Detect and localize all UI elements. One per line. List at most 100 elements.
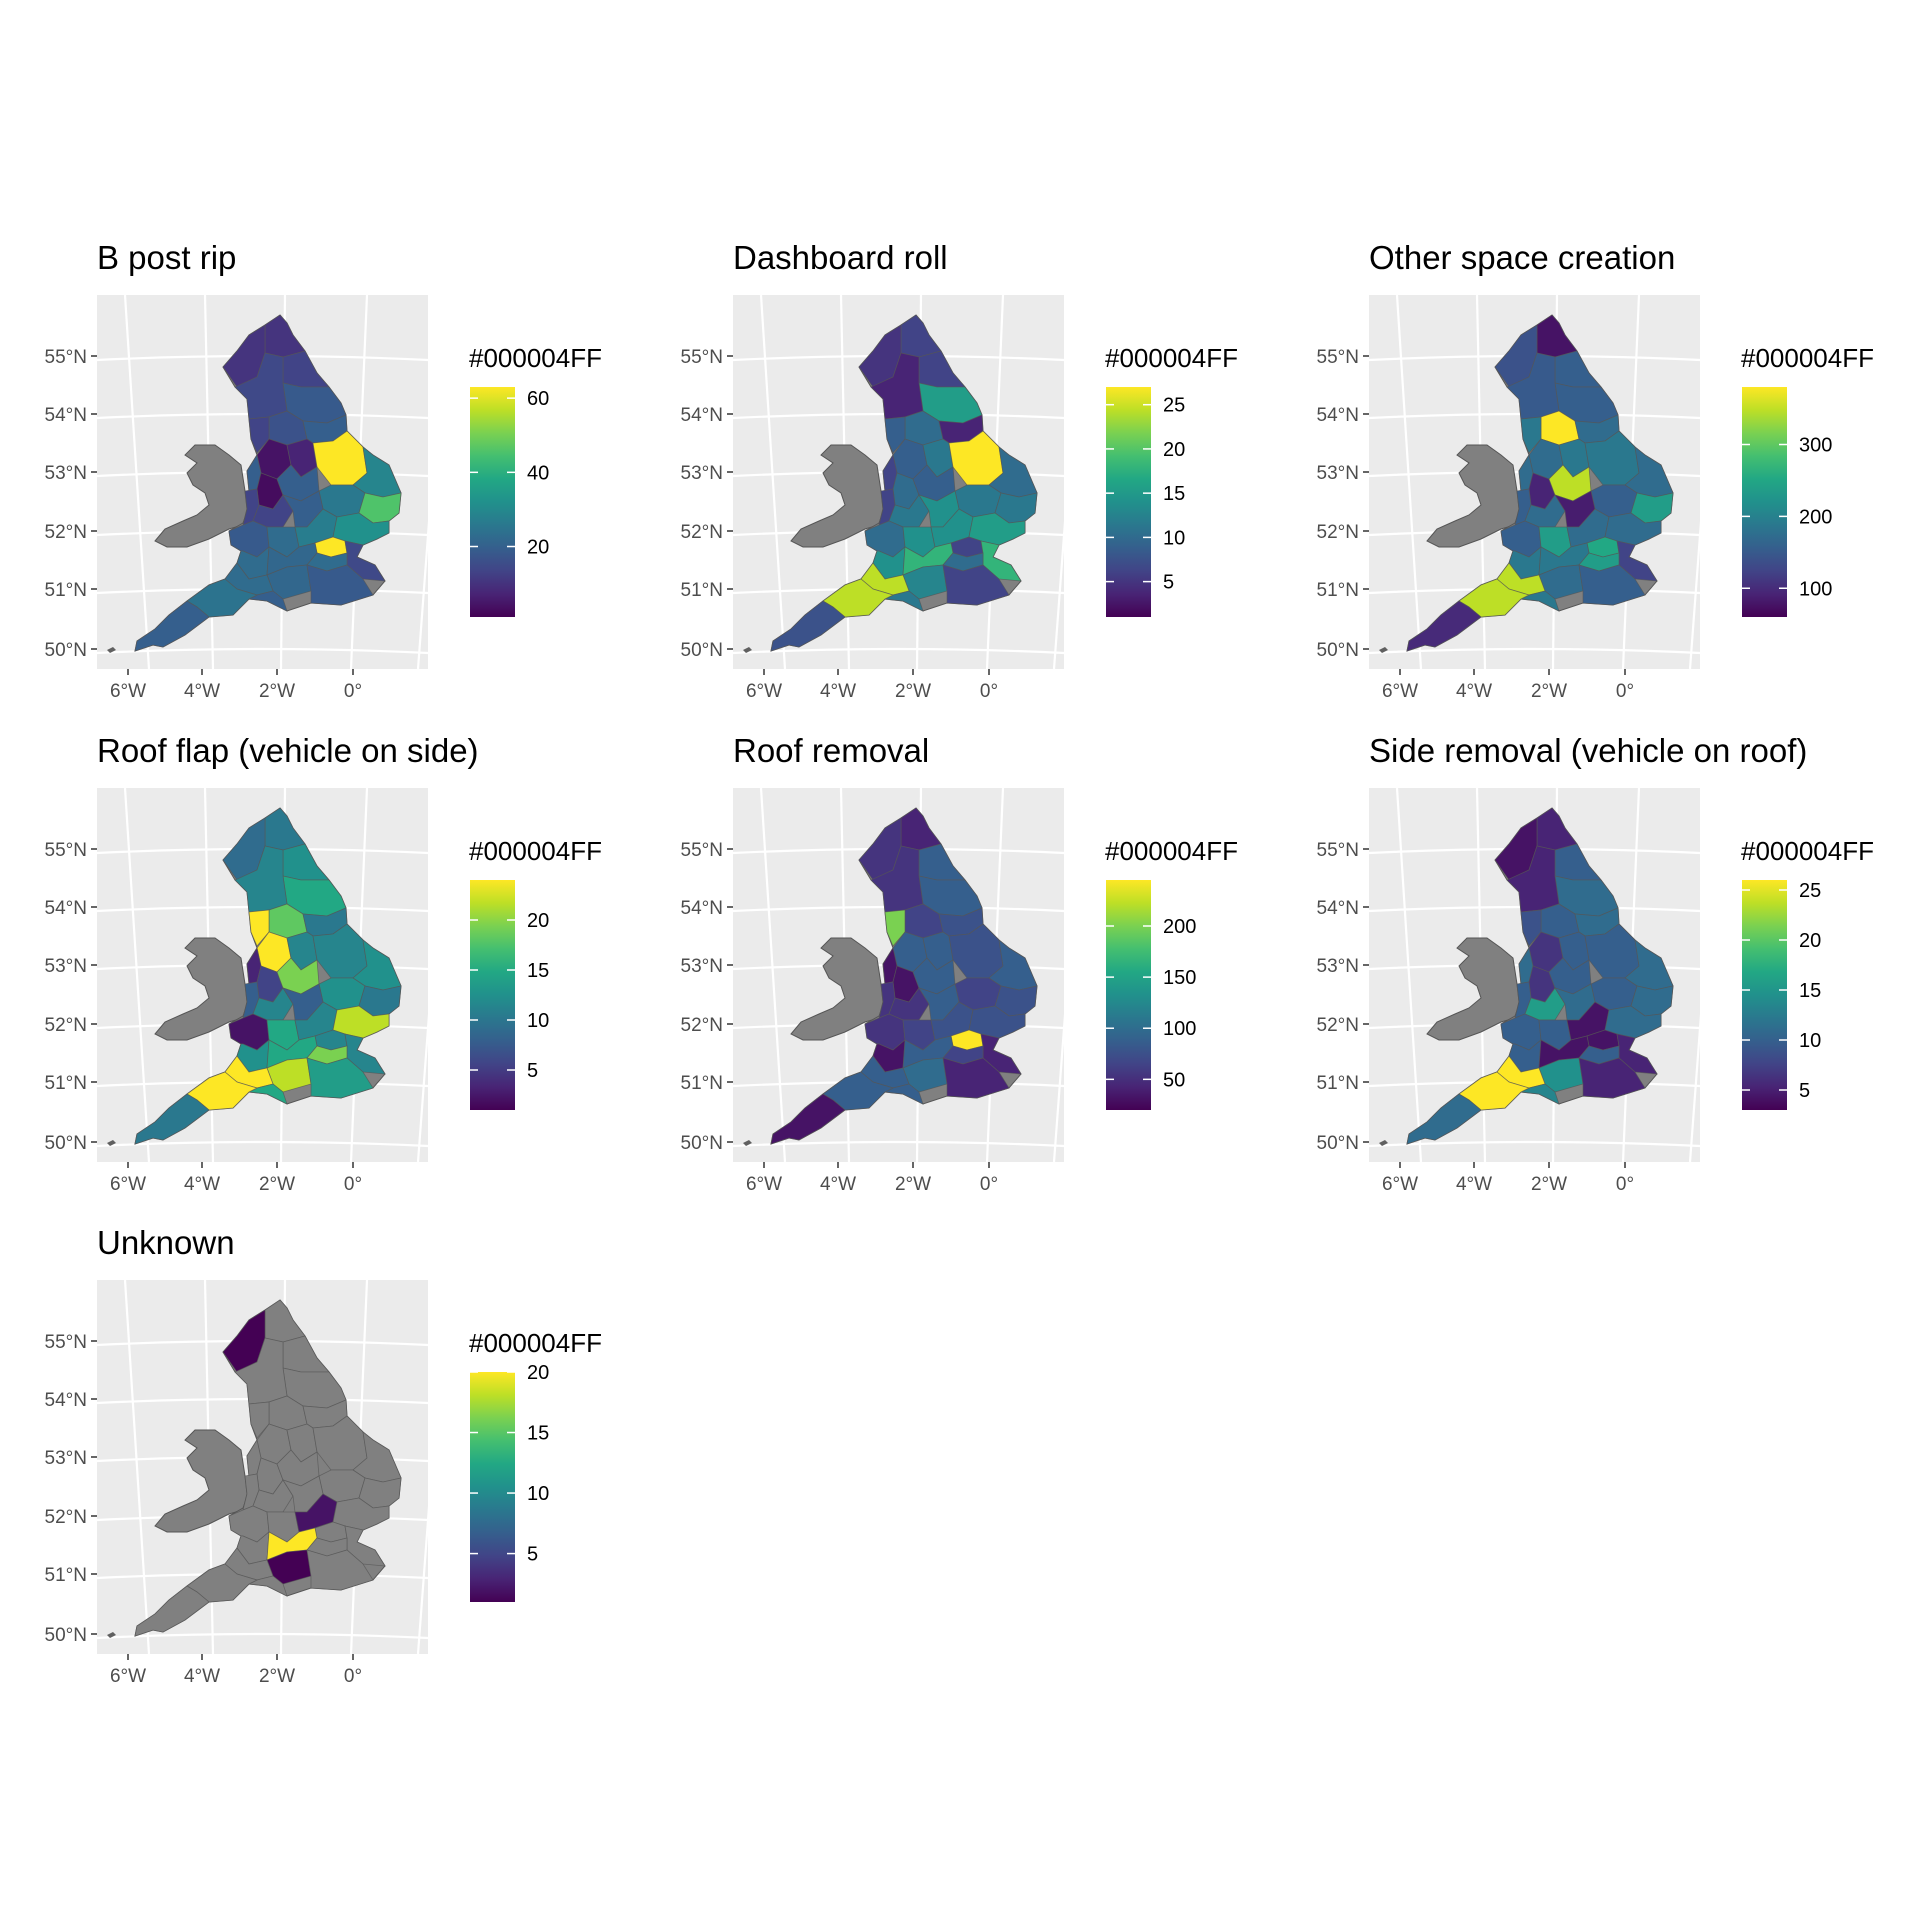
- region-scilly: [107, 647, 116, 653]
- graticule-lon: [1688, 787, 1720, 1163]
- graticule-lon: [416, 294, 448, 670]
- lat-label: 54°N: [681, 898, 723, 919]
- lon-label: 0°: [344, 681, 362, 702]
- lon-label: 4°W: [184, 1174, 220, 1195]
- lon-label: 2°W: [895, 681, 931, 702]
- lat-label: 53°N: [45, 463, 87, 484]
- region-gman: [248, 909, 270, 947]
- lat-label: 54°N: [1317, 898, 1359, 919]
- lat-label: 53°N: [1317, 463, 1359, 484]
- lon-label: 0°: [344, 1666, 362, 1687]
- region-sussex: [1578, 1057, 1646, 1099]
- legend-tick-label: 100: [1163, 1018, 1196, 1040]
- region-lancs: [1506, 845, 1560, 913]
- lon-label: 0°: [1616, 1174, 1634, 1195]
- region-scilly: [1379, 1140, 1388, 1146]
- region-gman: [1520, 909, 1542, 947]
- lat-label: 53°N: [681, 463, 723, 484]
- region-sussex: [306, 1057, 374, 1099]
- region-devon: [822, 578, 895, 618]
- legend-tick-label: 15: [1163, 483, 1185, 505]
- graticule-lon: [759, 787, 787, 1163]
- region-cornwall: [134, 1585, 210, 1637]
- region-devon: [822, 1071, 895, 1111]
- legend-tick-label: 5: [527, 1544, 538, 1566]
- legend-title: #000004FF: [1741, 836, 1874, 866]
- panel-title: Unknown: [97, 1224, 235, 1261]
- lat-label: 55°N: [45, 1332, 87, 1353]
- legend-tick-label: 150: [1163, 967, 1196, 989]
- region-scilly: [107, 1140, 116, 1146]
- lon-label: 4°W: [1456, 1174, 1492, 1195]
- region-lancs: [234, 1337, 288, 1405]
- legend-tick-label: 5: [1163, 572, 1174, 594]
- region-lancs: [234, 352, 288, 420]
- region-devon: [1458, 1071, 1531, 1111]
- region-gman: [248, 1401, 270, 1439]
- lat-label: 50°N: [1317, 1133, 1359, 1154]
- region-gman: [884, 416, 906, 454]
- graticule-lon: [1395, 294, 1423, 670]
- lat-label: 55°N: [681, 840, 723, 861]
- graticule-lon: [123, 294, 151, 670]
- legend-tick-label: 15: [1799, 980, 1821, 1002]
- region-wales: [1426, 444, 1520, 548]
- lon-label: 6°W: [110, 1666, 146, 1687]
- legend-tick-label: 5: [1799, 1080, 1810, 1102]
- legend-title: #000004FF: [1741, 343, 1874, 373]
- legend-tick-label: 20: [527, 910, 549, 932]
- legend-tick-label: 5: [527, 1060, 538, 1082]
- lat-label: 54°N: [45, 898, 87, 919]
- region-gman: [1520, 416, 1542, 454]
- legend-tick-label: 15: [527, 1423, 549, 1445]
- region-devon: [1458, 578, 1531, 618]
- graticule-lon: [1688, 294, 1720, 670]
- graticule-lon: [123, 1279, 151, 1655]
- lat-label: 54°N: [45, 405, 87, 426]
- region-scilly: [743, 1140, 752, 1146]
- legend-colorbar: [1742, 387, 1787, 617]
- lon-label: 2°W: [1531, 1174, 1567, 1195]
- legend-colorbar: [470, 1372, 515, 1602]
- lon-label: 0°: [980, 1174, 998, 1195]
- lat-label: 53°N: [45, 956, 87, 977]
- map-panel: B post rip 50°N 51°N 52°N 53°N 54°N 55°N 6°W 4°W…: [45, 239, 602, 702]
- lat-label: 55°N: [45, 347, 87, 368]
- legend-tick-label: 15: [527, 960, 549, 982]
- lat-label: 52°N: [681, 522, 723, 543]
- map-panel: Unknown 50°N 51°N 52°N 53°N 54°N 55°N 6°W 4°W 2°W…: [45, 1224, 602, 1687]
- panel-title: Roof flap (vehicle on side): [97, 732, 479, 769]
- map-panel: Roof removal 50°N 51°N 52°N 53°N 54°N 55°N 6°W 4…: [681, 732, 1238, 1195]
- lat-label: 53°N: [45, 1448, 87, 1469]
- lat-label: 53°N: [1317, 956, 1359, 977]
- region-sussex: [942, 1057, 1010, 1099]
- graticule-lon: [1052, 294, 1084, 670]
- lat-label: 52°N: [45, 1015, 87, 1036]
- legend-colorbar: [1106, 880, 1151, 1110]
- panel-title: Other space creation: [1369, 239, 1675, 276]
- lat-label: 52°N: [1317, 1015, 1359, 1036]
- region-cornwall: [1406, 1093, 1482, 1145]
- lat-label: 55°N: [1317, 347, 1359, 368]
- panel-title: Roof removal: [733, 732, 929, 769]
- lat-label: 50°N: [45, 640, 87, 661]
- lat-label: 51°N: [45, 1565, 87, 1586]
- region-sussex: [306, 1549, 374, 1591]
- lat-label: 52°N: [45, 522, 87, 543]
- graticule-lat: [1368, 1140, 1701, 1148]
- lon-label: 0°: [980, 681, 998, 702]
- region-scilly: [107, 1632, 116, 1638]
- legend-title: #000004FF: [469, 343, 602, 373]
- lon-label: 4°W: [1456, 681, 1492, 702]
- region-wales: [154, 1429, 248, 1533]
- legend-title: #000004FF: [469, 1328, 602, 1358]
- lat-label: 54°N: [681, 405, 723, 426]
- lat-label: 50°N: [681, 640, 723, 661]
- region-devon: [186, 578, 259, 618]
- region-lancs: [1506, 352, 1560, 420]
- region-wales: [1426, 937, 1520, 1041]
- graticule-lat: [732, 647, 1065, 655]
- region-scilly: [1379, 647, 1388, 653]
- legend-title: #000004FF: [1105, 343, 1238, 373]
- region-wales: [790, 937, 884, 1041]
